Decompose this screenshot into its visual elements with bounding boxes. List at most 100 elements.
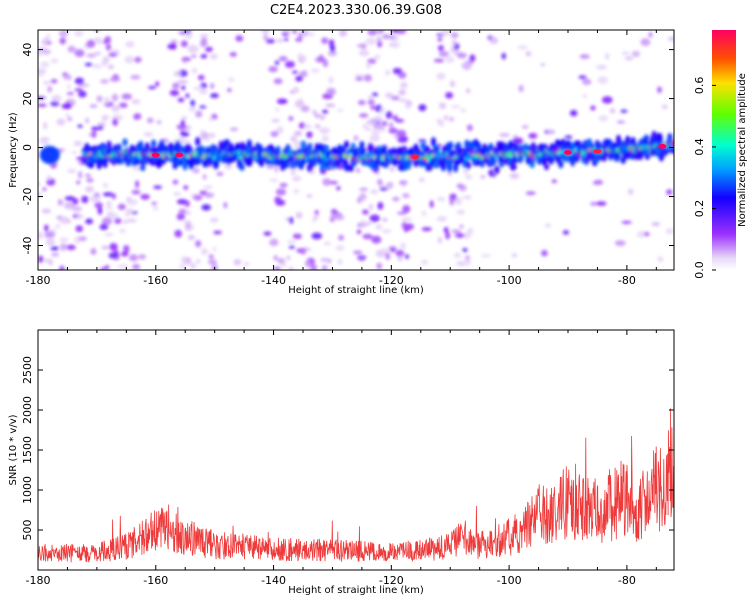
- spectrogram-cell: [665, 227, 674, 235]
- spectrogram-cell: [102, 55, 110, 64]
- spectrogram-cell: [84, 62, 93, 67]
- spectrogram-cell: [380, 248, 389, 254]
- spectrogram-band-cell: [122, 138, 128, 146]
- spectrogram-band-cell: [348, 164, 354, 172]
- spectrogram-cell: [183, 256, 192, 265]
- spectrogram-cell: [308, 32, 315, 37]
- spectrogram-cell: [174, 229, 183, 238]
- spectrogram-cell: [274, 196, 282, 204]
- spectrogram-cell: [266, 164, 274, 169]
- spectrogram-cell: [339, 30, 347, 37]
- spectrogram-cell: [227, 77, 235, 82]
- spectrogram-cell: [368, 203, 374, 211]
- spectrogram-heatmap: [38, 30, 674, 270]
- spectrogram-cell: [65, 102, 71, 109]
- spectrogram-cell: [323, 241, 332, 246]
- spectrogram-cell: [499, 132, 510, 138]
- spectrogram-cell: [429, 200, 434, 209]
- spectrogram-x-tick-label: -100: [497, 274, 522, 287]
- spectrogram-hotspot: [658, 143, 667, 149]
- spectrogram-cell: [229, 51, 237, 57]
- spectrogram-band-cell: [434, 144, 440, 152]
- spectrogram-cell: [301, 105, 309, 112]
- spectrogram-cell: [181, 115, 188, 120]
- spectrogram-cell: [111, 107, 121, 111]
- spectrogram-cell: [624, 56, 634, 61]
- spectrogram-band-cell: [494, 165, 500, 174]
- spectrogram-cell: [126, 218, 137, 223]
- spectrogram-cell: [327, 50, 338, 57]
- spectrogram-cell: [57, 148, 66, 152]
- spectrogram-cell: [293, 189, 300, 194]
- spectrogram-cell: [66, 84, 72, 90]
- spectrogram-cell: [359, 187, 368, 192]
- spectrogram-cell: [306, 131, 313, 139]
- spectrogram-cell: [281, 30, 292, 33]
- spectrogram-cell: [121, 93, 133, 100]
- spectrogram-cell: [131, 98, 141, 105]
- spectrogram-hotspot: [175, 152, 184, 158]
- spectrogram-band-cell: [172, 161, 178, 170]
- spectrogram-cell: [39, 61, 50, 68]
- spectrogram-cell: [438, 50, 450, 58]
- spectrogram-cell: [59, 237, 69, 242]
- spectrogram-cell: [77, 124, 83, 128]
- spectrogram-cell: [371, 128, 381, 135]
- spectrogram-cell: [156, 120, 162, 125]
- spectrogram-cell: [178, 208, 187, 215]
- snr-panel: -180 -160 -140 -120 -100 -80 500 1000 1500 2000 25…: [8, 329, 675, 596]
- spectrogram-cell: [134, 56, 142, 63]
- spectrogram-cell: [235, 35, 244, 42]
- spectrogram-cell: [445, 91, 454, 99]
- spectrogram-cell: [185, 30, 192, 34]
- spectrogram-cell: [138, 254, 147, 260]
- spectrogram-cell: [118, 102, 128, 108]
- spectrogram-band: [81, 130, 674, 174]
- spectrogram-cell: [395, 249, 405, 257]
- spectrogram-cell: [210, 82, 215, 89]
- spectrogram-cell: [243, 261, 250, 267]
- spectrogram-cell: [108, 252, 120, 259]
- spectrogram-cell: [191, 54, 197, 58]
- spectrogram-cell: [200, 129, 206, 138]
- spectrogram-cell: [402, 204, 411, 213]
- spectrogram-cell: [401, 217, 413, 222]
- spectrogram-cell: [92, 63, 102, 69]
- spectrogram-band-cell: [464, 139, 470, 149]
- spectrogram-cell: [38, 51, 44, 56]
- spectrogram-cell: [461, 62, 472, 70]
- spectrogram-cell: [385, 92, 394, 99]
- spectrogram-cell: [601, 96, 613, 104]
- snr-y-tick-label: 1500: [21, 436, 34, 464]
- spectrogram-cell: [367, 58, 377, 64]
- spectrogram-cell: [112, 74, 119, 80]
- spectrogram-cell: [274, 166, 279, 173]
- spectrogram-cell: [199, 105, 207, 109]
- snr-axes: -180 -160 -140 -120 -100 -80 500 1000 1500 2000 25…: [21, 330, 674, 587]
- spectrogram-x-tick-label: -120: [379, 274, 404, 287]
- spectrogram-cell: [456, 183, 464, 188]
- spectrogram-cell: [451, 39, 457, 47]
- spectrogram-cell: [456, 209, 466, 215]
- spectrogram-cell: [112, 118, 119, 126]
- spectrogram-cell: [269, 238, 279, 247]
- spectrogram-cell: [207, 259, 218, 265]
- spectrogram-cell: [399, 242, 407, 250]
- spectrogram-cell: [322, 59, 329, 68]
- spectrogram-cell: [421, 259, 428, 265]
- spectrogram-cell: [180, 139, 191, 144]
- spectrogram-cell: [621, 220, 632, 224]
- spectrogram-cell: [463, 167, 469, 175]
- spectrogram-cell: [180, 40, 188, 48]
- spectrogram-cell: [193, 86, 204, 91]
- spectrogram-band-cell: [448, 141, 454, 150]
- spectrogram-cell: [366, 118, 378, 126]
- colorbar-label: Normalized spectral amplitude: [737, 73, 748, 227]
- snr-y-tick-label: 2000: [21, 396, 34, 424]
- spectrogram-cell: [58, 30, 69, 38]
- spectrogram-cell: [43, 121, 48, 130]
- spectrogram-cell: [223, 201, 228, 209]
- spectrogram-cell: [199, 90, 208, 94]
- spectrogram-cell: [657, 86, 662, 94]
- spectrogram-band-cell: [343, 158, 349, 167]
